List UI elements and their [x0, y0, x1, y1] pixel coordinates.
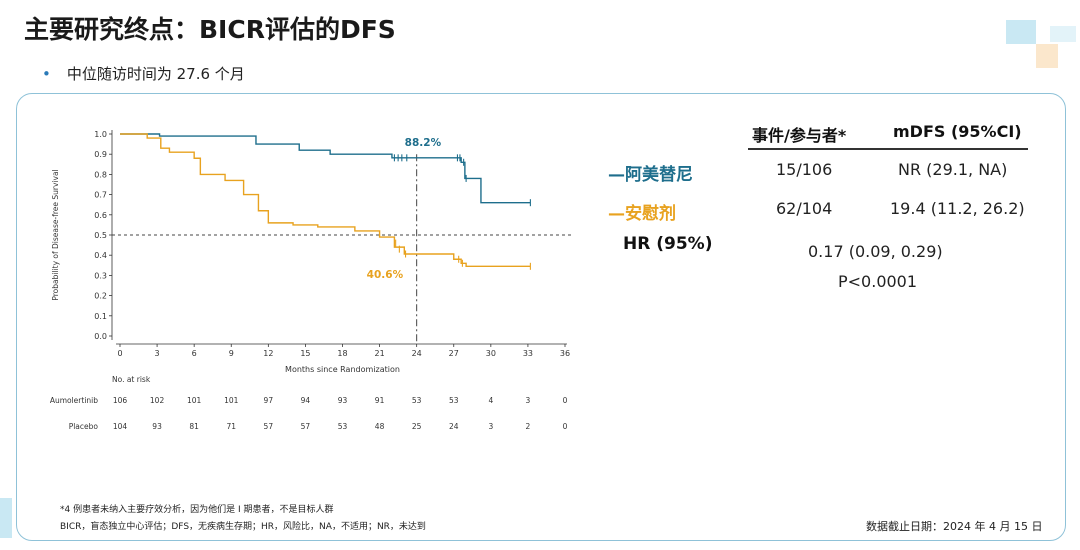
risk-table-title: No. at risk: [112, 375, 151, 384]
risk-count: 0: [563, 396, 568, 405]
risk-count: 4: [488, 396, 493, 405]
footnote-2: BICR，盲态独立中心评估；DFS，无疾病生存期；HR，风险比，NA，不适用；N…: [60, 522, 426, 532]
y-tick-label: 1.0: [94, 130, 107, 139]
risk-count: 93: [152, 422, 162, 431]
risk-count: 24: [449, 422, 459, 431]
risk-count: 93: [338, 396, 348, 405]
data-cutoff: 数据截止日期：2024 年 4 月 15 日: [866, 520, 1043, 533]
p-value: P<0.0001: [838, 272, 918, 291]
header-mdfs: mDFS (95%CI): [893, 122, 1022, 141]
risk-count: 81: [189, 422, 199, 431]
x-tick-label: 18: [337, 349, 347, 358]
decor-bar-left: [0, 498, 12, 538]
risk-count: 101: [224, 396, 239, 405]
mdfs-aumolertinib: NR (29.1, NA): [898, 160, 1008, 179]
x-tick-label: 3: [155, 349, 160, 358]
y-tick-label: 0.7: [94, 191, 107, 200]
y-tick-label: 0.2: [94, 292, 107, 301]
footnote-1: *4 例患者未纳入主要疗效分析，因为他们是 I 期患者，不是目标人群: [60, 505, 334, 515]
decor-square-cream: [1036, 44, 1058, 68]
risk-row-label: Aumolertinib: [50, 396, 98, 405]
risk-count: 94: [301, 396, 311, 405]
bullet-text: 中位随访时间为 27.6 个月: [66, 65, 245, 83]
risk-count: 57: [264, 422, 274, 431]
chart-axes: 0.00.10.20.30.40.50.60.70.80.91.00 3 6 9 12 1…: [50, 130, 572, 431]
risk-count: 3: [526, 396, 531, 405]
y-tick-label: 0.4: [94, 251, 107, 260]
risk-count: 0: [563, 422, 568, 431]
km-curve-placebo: [120, 133, 531, 268]
mdfs-placebo: 19.4 (11.2, 26.2): [890, 199, 1025, 218]
header-events: 事件/参与者*: [752, 126, 847, 145]
annotation-aumolertinib: 88.2%: [405, 137, 442, 149]
x-tick-label: 6: [192, 349, 197, 358]
y-tick-label: 0.3: [94, 271, 107, 280]
page-title: 主要研究终点：BICR评估的DFS: [24, 15, 396, 44]
header-underline: [748, 148, 1028, 150]
decor-square-teal: [1006, 20, 1036, 44]
events-placebo: 62/104: [776, 199, 833, 218]
x-tick-label: 36: [560, 349, 570, 358]
x-axis-label: Months since Randomization: [285, 365, 400, 374]
y-axis-label: Probability of Disease-free Survival: [51, 169, 60, 300]
hr-value: 0.17 (0.09, 0.29): [808, 242, 943, 261]
chart-marks: 88.2% 40.6%: [120, 133, 531, 281]
x-tick-label: 24: [412, 349, 422, 358]
decor-square-light: [1050, 26, 1076, 42]
risk-count: 25: [412, 422, 422, 431]
annotation-placebo: 40.6%: [367, 269, 404, 281]
risk-count: 57: [301, 422, 311, 431]
risk-row-label: Placebo: [69, 422, 99, 431]
x-tick-label: 30: [486, 349, 496, 358]
risk-count: 2: [526, 422, 531, 431]
x-tick-label: 12: [263, 349, 273, 358]
bullet-followup: • 中位随访时间为 27.6 个月: [42, 63, 245, 84]
y-tick-label: 0.8: [94, 170, 107, 179]
content-panel: [16, 93, 1066, 541]
risk-count: 102: [150, 396, 165, 405]
risk-count: 106: [113, 396, 128, 405]
x-tick-label: 0: [117, 349, 122, 358]
risk-count: 48: [375, 422, 385, 431]
x-tick-label: 27: [449, 349, 459, 358]
risk-count: 91: [375, 396, 385, 405]
risk-count: 3: [488, 422, 493, 431]
events-aumolertinib: 15/106: [776, 160, 833, 179]
risk-count: 97: [264, 396, 274, 405]
km-curve-aumolertinib: [120, 133, 531, 204]
arm-label-placebo: —安慰剂: [608, 204, 676, 224]
x-tick-label: 33: [523, 349, 533, 358]
y-tick-label: 0.1: [94, 312, 107, 321]
y-tick-label: 0.0: [94, 332, 107, 341]
risk-count: 104: [113, 422, 128, 431]
y-tick-label: 0.6: [94, 211, 107, 220]
bullet-dot-icon: •: [42, 65, 51, 83]
risk-count: 71: [226, 422, 236, 431]
risk-count: 53: [338, 422, 348, 431]
x-tick-label: 21: [374, 349, 384, 358]
risk-count: 101: [187, 396, 202, 405]
x-tick-label: 9: [229, 349, 234, 358]
arm-label-aumolertinib: —阿美替尼: [608, 165, 693, 185]
hr-label: HR (95%): [623, 234, 713, 254]
y-tick-label: 0.9: [94, 150, 107, 159]
x-tick-label: 15: [300, 349, 310, 358]
y-tick-label: 0.5: [94, 231, 107, 240]
risk-count: 53: [412, 396, 422, 405]
risk-count: 53: [449, 396, 459, 405]
